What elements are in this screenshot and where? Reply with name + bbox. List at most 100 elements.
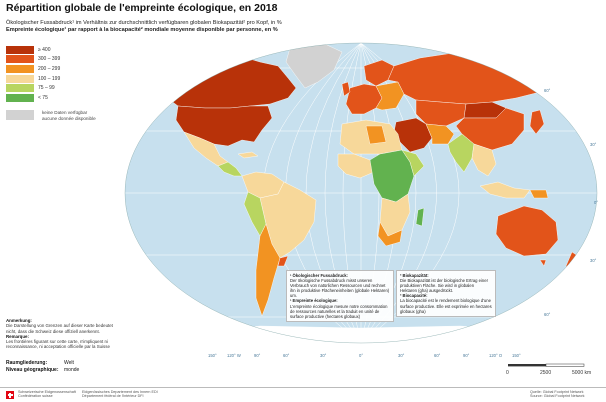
central-africa [369, 149, 415, 203]
footer-dep-fr: Département fédéral de l'intérieur DFI [82, 394, 144, 399]
legend-item: 300 – 399 [6, 55, 116, 65]
note-text-de: Die Darstellung von Grenzen auf dieser K… [6, 323, 113, 334]
definition-heading: ¹ Empreinte écologique: [290, 298, 338, 304]
legend-item: < 75 [6, 93, 116, 103]
map-title: Répartition globale de l'empreinte écolo… [6, 2, 278, 14]
parallel-label: 30° [590, 142, 597, 147]
footer-department: Eidgenössisches Departement des Innern E… [82, 390, 158, 399]
meta-value: monde [64, 367, 80, 373]
meridian-label: 150° [512, 353, 521, 358]
china [455, 107, 525, 151]
west-africa [337, 153, 375, 179]
meridian-label: 90° [463, 353, 470, 358]
legend-item: 200 – 299 [6, 64, 116, 74]
legend-label: 75 – 99 [38, 85, 55, 92]
papua-new-guinea [529, 189, 549, 199]
legend-swatch [6, 84, 34, 93]
legend-swatch [6, 45, 34, 54]
cuba [237, 151, 259, 159]
notes: Anmerkung: Die Darstellung von Grenzen a… [6, 318, 124, 350]
meridian-label: 30° [398, 353, 405, 358]
meta-key: Niveau géographique: [6, 367, 59, 373]
antarctica [139, 325, 581, 343]
meta-key: Raumgliederung: [6, 360, 48, 366]
no-data-label-de: keine Daten verfügbar [42, 110, 88, 115]
legend-swatch [6, 93, 34, 102]
footer-org-de: Schweizerische Eidgenossenschaft [18, 390, 76, 394]
scale-label: 2500 [540, 370, 551, 376]
japan [529, 109, 545, 135]
libya [365, 125, 387, 145]
scale-label: 5000 km [572, 370, 591, 376]
definition-heading: ² Biokapazität: [400, 273, 429, 278]
swiss-flag-icon [6, 391, 14, 399]
scale-bar: 0 2500 5000 km [506, 363, 591, 376]
spatial-level: Raumgliederung: Welt Niveau géographique:… [6, 360, 79, 374]
note-heading-de: Anmerkung: [6, 318, 32, 323]
united-kingdom [341, 81, 351, 97]
definition-text: La biocapacité est le rendement biologiq… [400, 298, 492, 314]
no-data-label-fr: aucune donnée disponible [42, 115, 96, 121]
legend-label: 100 – 199 [38, 75, 61, 82]
definition-heading: ² Biocapacité: [400, 293, 428, 299]
parallel-label: 0° [594, 200, 598, 205]
definition-heading: ¹ Ökologischer Fussabdruck: [290, 273, 348, 278]
legend-no-data: keine Daten verfügbar aucune donnée dispo… [6, 110, 96, 121]
meridian-label: 150° [208, 353, 217, 358]
subtitle-de: Ökologischer Fussabdruck¹ im Verhältnis … [6, 20, 282, 26]
madagascar [415, 207, 425, 227]
footer-divider [0, 387, 606, 388]
australia [495, 205, 559, 257]
note-heading-fr: Remarque: [6, 333, 29, 339]
definition-box-de: ¹ Ökologischer Fussabdruck: Der ökologis… [286, 270, 394, 322]
footer-source: Quelle: Global Footprint Network Source: … [530, 390, 585, 399]
legend-label: ≥ 400 [38, 46, 51, 53]
meridian-label: 90° [254, 353, 261, 358]
alaska [137, 67, 163, 97]
central-asia [415, 99, 467, 127]
legend-item: 100 – 199 [6, 74, 116, 84]
legend: ≥ 400 300 – 399 200 – 299 100 – 199 75 –… [6, 45, 116, 103]
tasmania [539, 259, 547, 267]
legend-label: 300 – 399 [38, 56, 61, 63]
parallel-label: 60° [544, 88, 551, 93]
definition-text: L'empreinte écologique mesure notre cons… [290, 303, 388, 319]
footer-source-de: Quelle: Global Footprint Network [530, 390, 584, 394]
legend-swatch [6, 64, 34, 73]
legend-swatch [6, 74, 34, 83]
indonesia [479, 181, 531, 199]
scale-label: 0 [506, 370, 509, 376]
meta-value: Welt [64, 360, 74, 366]
legend-label: < 75 [38, 94, 48, 101]
footer-source-fr: Source: Global Footprint Network [530, 394, 585, 399]
legend-item: 75 – 99 [6, 83, 116, 93]
map-subtitle: Ökologischer Fussabdruck¹ im Verhältnis … [6, 20, 336, 34]
definition-box-fr: ² Biokapazität: Die Biokapazität ist der… [396, 270, 496, 317]
parallel-labels: 60° 30° 0° 30° 60° [544, 88, 598, 317]
greenland [285, 43, 343, 89]
meridian-label: 60° [434, 353, 441, 358]
uruguay [277, 255, 289, 267]
india [447, 133, 475, 173]
parallel-label: 60° [544, 312, 551, 317]
legend-swatch [6, 110, 34, 120]
note-text-fr: Les frontières figurant sur cette carte,… [6, 339, 110, 350]
definition-text: Die Biokapazität ist der biologische Ert… [400, 278, 488, 294]
meridian-label: 30° [320, 353, 327, 358]
meridian-label: 120° W [227, 353, 241, 358]
footer-org: Schweizerische Eidgenossenschaft Confédér… [18, 390, 76, 399]
meridian-label: 60° [283, 353, 290, 358]
legend-swatch [6, 55, 34, 64]
meridian-label: 0° [359, 353, 363, 358]
southeast-asia [471, 143, 497, 177]
footer-org-fr: Confédération suisse [18, 394, 53, 399]
argentina [255, 223, 281, 317]
meridian-labels: 150° 120° W 90° 60° 30° 0° 30° 60° 90° 1… [208, 353, 521, 358]
parallel-label: 30° [590, 258, 597, 263]
definition-text: Der ökologische Fussabdruck misst unsere… [290, 278, 390, 299]
legend-label: 200 – 299 [38, 65, 61, 72]
meridian-label: 120° O [489, 353, 503, 358]
legend-item: ≥ 400 [6, 45, 116, 55]
south-africa [377, 221, 403, 247]
russia [387, 51, 581, 105]
